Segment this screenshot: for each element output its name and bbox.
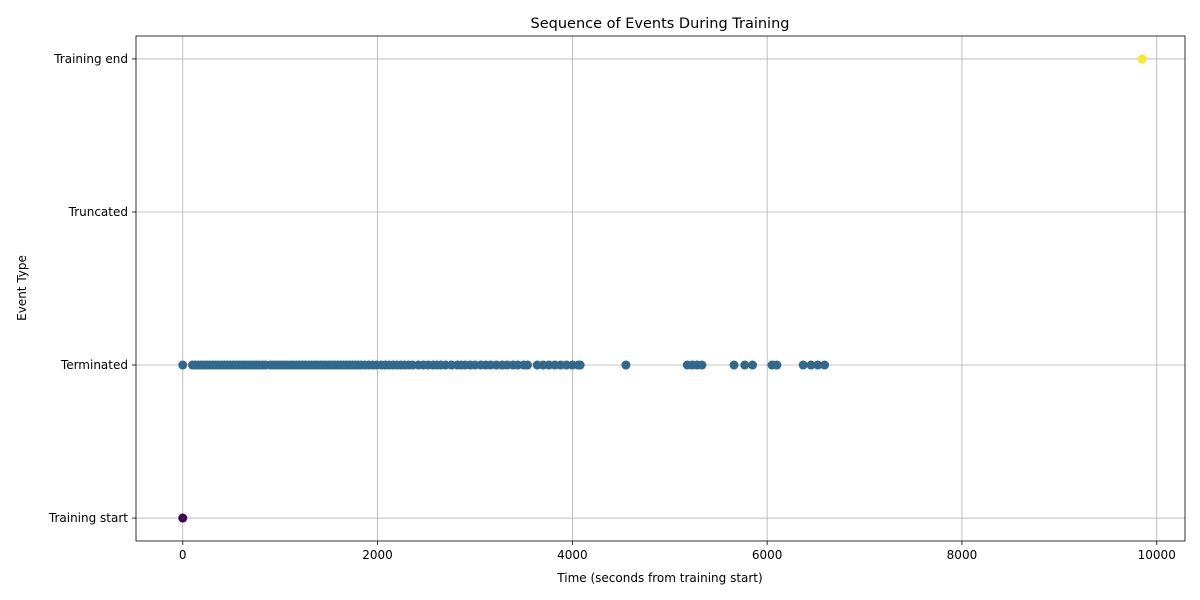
y-tick-label: Truncated — [68, 205, 128, 219]
data-point-terminated — [813, 360, 823, 370]
data-point-terminated — [798, 360, 808, 370]
x-tick-label: 6000 — [752, 548, 783, 562]
x-tick-label: 0 — [179, 548, 187, 562]
x-tick-label: 10000 — [1138, 548, 1176, 562]
data-point-training-end — [1137, 54, 1147, 64]
plot-frame — [135, 35, 1186, 542]
data-point-terminated — [621, 360, 631, 370]
data-point-terminated — [740, 360, 750, 370]
x-tick-label: 8000 — [947, 548, 978, 562]
x-tick-label: 2000 — [362, 548, 393, 562]
data-point-terminated — [748, 360, 758, 370]
data-point-terminated — [820, 360, 830, 370]
y-tick-label: Terminated — [60, 358, 128, 372]
grid-lines — [136, 36, 1185, 541]
data-point-terminated — [806, 360, 816, 370]
data-point-terminated — [178, 360, 188, 370]
data-point-training-start — [178, 513, 188, 523]
data-point-terminated — [523, 360, 533, 370]
data-point-terminated — [697, 360, 707, 370]
x-axis-label: Time (seconds from training start) — [556, 571, 762, 585]
y-tick-label: Training end — [53, 52, 128, 66]
data-points — [178, 54, 1147, 523]
x-tick-label: 4000 — [557, 548, 588, 562]
data-point-terminated — [729, 360, 739, 370]
y-axis-label: Event Type — [15, 255, 29, 321]
data-point-terminated — [772, 360, 782, 370]
data-point-terminated — [575, 360, 585, 370]
y-tick-label: Training start — [48, 511, 128, 525]
axis-ticks: 0 2000 4000 6000 8000 10000 Training start Term… — [48, 52, 1176, 562]
chart-title: Sequence of Events During Training — [531, 16, 790, 32]
